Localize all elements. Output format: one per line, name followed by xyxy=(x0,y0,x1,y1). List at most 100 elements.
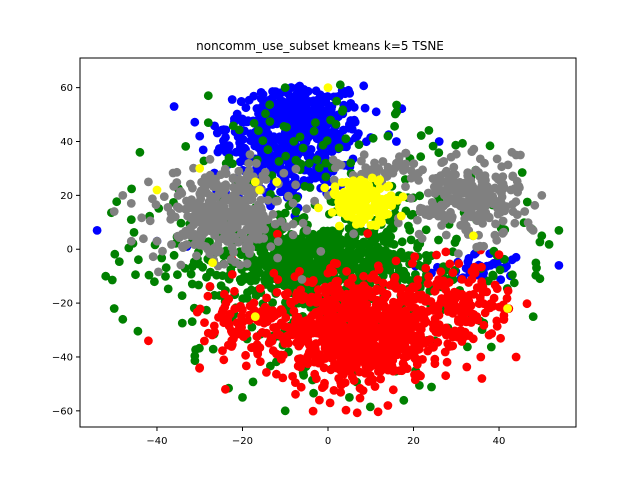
scatter-point xyxy=(233,197,243,207)
scatter-point xyxy=(509,278,519,288)
scatter-point xyxy=(249,118,259,128)
scatter-point xyxy=(392,137,401,146)
scatter-point xyxy=(392,100,401,110)
scatter-point xyxy=(489,198,499,208)
scatter-point xyxy=(235,138,245,148)
scatter-point xyxy=(510,184,520,193)
scatter-point xyxy=(342,267,351,276)
y-tick-label: 60 xyxy=(60,83,73,94)
scatter-point xyxy=(332,259,342,269)
scatter-point xyxy=(465,198,475,208)
scatter-point xyxy=(485,141,495,151)
scatter-point xyxy=(296,107,306,117)
scatter-point xyxy=(286,327,296,337)
scatter-point xyxy=(262,368,271,377)
scatter-point xyxy=(454,249,463,258)
scatter-point xyxy=(376,314,386,324)
scatter-point xyxy=(409,283,419,293)
scatter-point xyxy=(282,122,291,132)
scatter-point xyxy=(259,234,269,243)
scatter-point xyxy=(308,406,318,416)
scatter-point xyxy=(390,343,400,352)
scatter-point xyxy=(416,131,426,140)
scatter-point xyxy=(292,114,302,124)
scatter-point xyxy=(339,355,349,365)
scatter-point xyxy=(137,213,147,223)
x-tick-label: −20 xyxy=(232,436,253,447)
scatter-point xyxy=(486,299,496,308)
scatter-point xyxy=(126,199,136,208)
scatter-point xyxy=(554,261,564,270)
scatter-point xyxy=(400,274,410,284)
scatter-point xyxy=(463,257,473,267)
scatter-point xyxy=(360,181,370,190)
scatter-point xyxy=(351,326,361,336)
scatter-point xyxy=(205,154,215,164)
scatter-point xyxy=(337,190,347,200)
scatter-point xyxy=(148,252,158,262)
scatter-point xyxy=(234,166,244,176)
scatter-point xyxy=(247,194,257,204)
scatter-point xyxy=(451,140,461,150)
scatter-point xyxy=(187,279,197,289)
scatter-point xyxy=(458,138,467,148)
scatter-point xyxy=(352,408,362,418)
scatter-point xyxy=(354,355,363,365)
scatter-point xyxy=(402,350,412,360)
scatter-point xyxy=(436,171,446,181)
scatter-point xyxy=(281,151,291,161)
scatter-point xyxy=(273,237,283,246)
scatter-point xyxy=(457,275,467,284)
scatter-point xyxy=(554,226,564,235)
scatter-point xyxy=(316,263,326,273)
scatter-point xyxy=(208,344,218,354)
scatter-point xyxy=(445,259,455,269)
scatter-point xyxy=(386,336,395,345)
scatter-point xyxy=(380,256,389,265)
scatter-point xyxy=(245,218,255,228)
scatter-point xyxy=(288,230,298,240)
scatter-point xyxy=(295,132,305,142)
scatter-point xyxy=(329,293,339,303)
scatter-point xyxy=(244,238,254,248)
scatter-point xyxy=(413,215,422,225)
scatter-point xyxy=(350,256,360,266)
scatter-point xyxy=(131,270,140,280)
scatter-point xyxy=(280,406,290,416)
scatter-point xyxy=(196,194,206,204)
scatter-point xyxy=(272,177,282,187)
scatter-point xyxy=(396,247,406,257)
scatter-point xyxy=(169,102,179,111)
scatter-point xyxy=(480,158,489,168)
scatter-point xyxy=(207,193,217,203)
scatter-point xyxy=(338,362,348,372)
scatter-point xyxy=(283,288,292,298)
scatter-point xyxy=(242,225,252,235)
scatter-point xyxy=(209,182,218,192)
scatter-point xyxy=(469,289,479,299)
scatter-point xyxy=(366,273,376,283)
scatter-point xyxy=(304,112,314,121)
scatter-point xyxy=(163,284,173,294)
scatter-point xyxy=(445,172,455,182)
scatter-point xyxy=(405,290,415,300)
scatter-point xyxy=(428,141,438,151)
scatter-point xyxy=(289,137,299,146)
scatter-point xyxy=(273,309,283,318)
scatter-point xyxy=(424,125,434,135)
scatter-point xyxy=(517,168,527,177)
scatter-point xyxy=(456,201,465,211)
scatter-point xyxy=(416,293,426,303)
scatter-point xyxy=(296,382,306,392)
scatter-point xyxy=(362,264,372,274)
scatter-point xyxy=(446,207,455,217)
scatter-point xyxy=(177,318,187,328)
scatter-point xyxy=(406,194,416,203)
scatter-point xyxy=(203,91,213,101)
x-tick-label: 0 xyxy=(325,436,331,447)
scatter-point xyxy=(491,219,500,229)
scatter-point xyxy=(363,307,373,317)
scatter-point xyxy=(342,212,352,221)
scatter-point xyxy=(236,277,246,286)
